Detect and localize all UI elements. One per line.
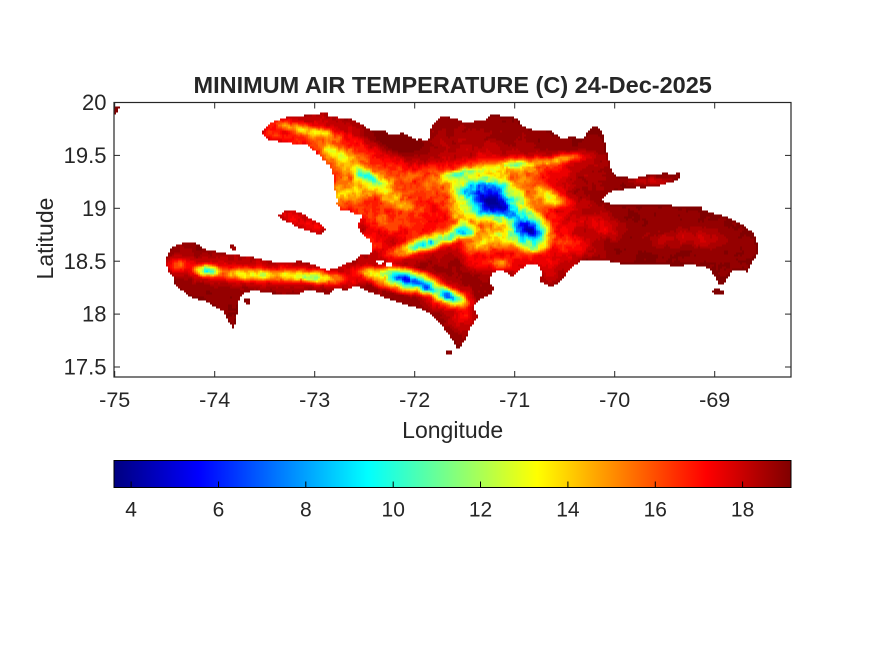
svg-text:19: 19 bbox=[82, 196, 106, 221]
svg-text:-73: -73 bbox=[299, 388, 330, 412]
svg-text:-74: -74 bbox=[199, 388, 230, 412]
svg-text:-75: -75 bbox=[99, 388, 130, 412]
svg-text:MINIMUM AIR TEMPERATURE (C) 24: MINIMUM AIR TEMPERATURE (C) 24-Dec-2025 bbox=[194, 72, 712, 98]
svg-text:-70: -70 bbox=[599, 388, 630, 412]
svg-text:6: 6 bbox=[213, 499, 225, 522]
svg-text:-71: -71 bbox=[499, 388, 530, 412]
svg-text:Latitude: Latitude bbox=[32, 198, 58, 280]
svg-text:18.5: 18.5 bbox=[64, 249, 107, 274]
svg-text:19.5: 19.5 bbox=[64, 143, 107, 168]
svg-text:-69: -69 bbox=[699, 388, 730, 412]
svg-text:4: 4 bbox=[125, 499, 137, 522]
svg-text:8: 8 bbox=[300, 499, 312, 522]
svg-text:20: 20 bbox=[82, 90, 106, 115]
svg-text:10: 10 bbox=[382, 499, 405, 522]
svg-text:14: 14 bbox=[556, 499, 580, 522]
svg-text:12: 12 bbox=[469, 499, 492, 522]
svg-text:16: 16 bbox=[644, 499, 667, 522]
svg-text:17.5: 17.5 bbox=[64, 355, 107, 380]
svg-text:Longitude: Longitude bbox=[402, 417, 503, 443]
svg-text:18: 18 bbox=[82, 302, 106, 327]
svg-text:-72: -72 bbox=[399, 388, 430, 412]
svg-text:18: 18 bbox=[731, 499, 754, 522]
